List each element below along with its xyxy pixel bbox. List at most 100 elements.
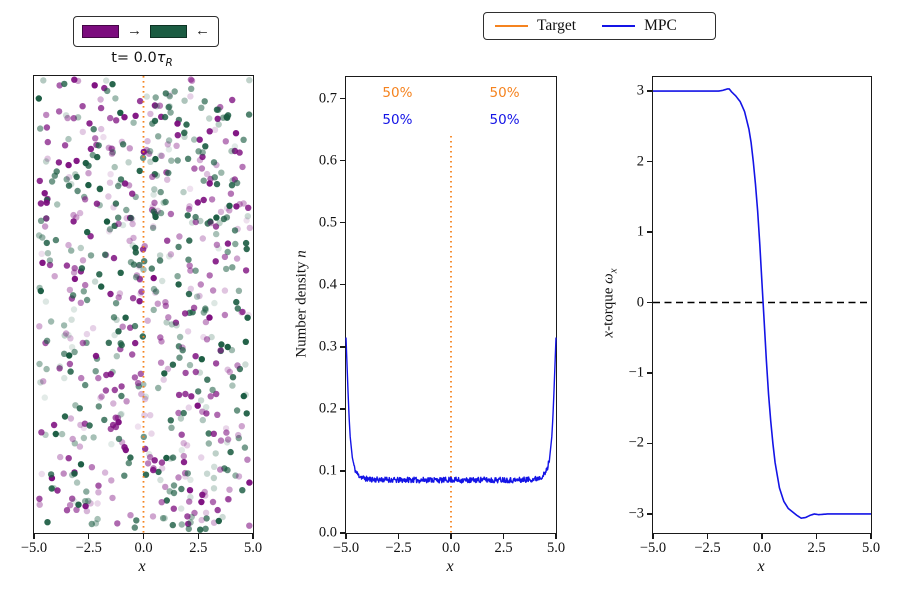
particle-dot <box>162 90 169 97</box>
particle-dot <box>151 199 158 206</box>
particle-dot <box>165 314 172 321</box>
particle-dot <box>183 442 191 449</box>
particle-dot <box>71 348 78 356</box>
particle-dot <box>61 374 68 382</box>
particle-dot <box>36 177 43 185</box>
particle-dot <box>207 393 214 400</box>
particle-dot <box>112 300 120 307</box>
y-tick-label: −1 <box>628 364 644 381</box>
particle-dot <box>129 190 136 197</box>
particle-dot <box>61 332 68 339</box>
particle-dot <box>147 412 154 419</box>
fifty-percent-annotation: 50% <box>382 84 413 101</box>
particle-dot <box>71 440 78 447</box>
particle-dot <box>110 400 117 407</box>
x-tick-label: −5.0 <box>20 540 48 556</box>
particle-dot <box>186 361 194 369</box>
particle-dot <box>168 424 175 431</box>
particle-dot <box>245 204 252 211</box>
particle-dot <box>186 487 194 494</box>
particle-dot <box>204 376 211 383</box>
particle-dot <box>197 397 205 404</box>
particle-dot <box>108 150 116 157</box>
particle-dot <box>225 496 232 503</box>
particle-dot <box>71 265 78 272</box>
particle-dot <box>100 133 107 141</box>
particle-dot <box>75 501 82 508</box>
particle-dot <box>70 115 77 122</box>
particle-dot <box>103 371 110 379</box>
particle-dot <box>170 489 178 497</box>
y-tick-label: 3 <box>636 82 644 99</box>
particle-dot <box>150 466 157 474</box>
particle-dot <box>226 202 233 209</box>
particle-dot <box>110 254 118 262</box>
scatter-title-sub: R <box>165 56 173 69</box>
particle-dot <box>108 441 115 448</box>
particle-dot <box>158 499 165 506</box>
particle-dot <box>147 110 154 118</box>
y-tick-label: 0.6 <box>318 152 337 169</box>
x-tick <box>88 533 90 539</box>
particle-dot <box>164 365 172 373</box>
particle-dot <box>42 298 50 305</box>
particle-dot <box>152 94 159 101</box>
particle-dot <box>142 393 149 400</box>
particle-dot <box>65 182 73 189</box>
particle-dot <box>112 414 119 421</box>
particle-dot <box>233 255 241 262</box>
particle-dot <box>79 257 87 264</box>
particle-dot <box>191 509 198 517</box>
particle-dot <box>37 200 45 207</box>
particle-dot <box>180 452 187 460</box>
y-tick <box>647 90 653 92</box>
y-tick-label: −2 <box>628 434 644 451</box>
particle-dot <box>43 124 51 131</box>
particle-dot <box>111 163 118 171</box>
particle-dot <box>71 470 78 477</box>
y-tick <box>647 301 653 304</box>
particle-dot <box>65 241 72 249</box>
particle-dot <box>121 444 128 451</box>
y-tick-label: 0.4 <box>318 276 337 293</box>
particle-dot <box>38 250 45 257</box>
particle-dot <box>177 415 185 422</box>
particle-dot <box>212 223 220 230</box>
particle-dot <box>187 93 194 100</box>
particle-dot <box>197 217 204 225</box>
particle-dot <box>56 363 64 370</box>
particle-dot <box>155 384 162 392</box>
particle-dot <box>109 421 117 429</box>
x-tick-label: −5.0 <box>639 540 667 556</box>
particle-dot <box>180 458 188 466</box>
particle-dot <box>235 287 243 294</box>
mpc-torque-curve <box>653 88 871 520</box>
particle-dot <box>144 138 151 145</box>
particle-dot <box>165 137 173 144</box>
particle-dot <box>184 212 191 219</box>
x-tick-label: 2.5 <box>189 540 208 556</box>
particle-dot <box>43 239 50 247</box>
particle-dot <box>174 273 181 280</box>
particle-dot <box>201 98 208 105</box>
particle-dot <box>156 257 164 264</box>
particle-dot <box>240 136 247 143</box>
particle-dot <box>233 203 240 210</box>
particle-dot <box>125 159 132 166</box>
particle-dot <box>157 476 164 484</box>
particle-dot <box>40 378 47 385</box>
particle-dot <box>95 482 102 489</box>
particle-dot <box>140 381 147 388</box>
particle-dot <box>69 435 76 443</box>
particle-dot <box>151 186 158 193</box>
particle-dot <box>236 365 244 373</box>
particle-dot <box>83 507 91 515</box>
particle-dot <box>80 288 87 295</box>
particle-dot <box>132 244 139 252</box>
particle-dot <box>154 207 161 214</box>
particle-dot <box>227 190 235 197</box>
fifty-percent-annotation: 50% <box>489 112 520 129</box>
particle-dot <box>95 374 102 382</box>
particle-dot <box>115 182 122 190</box>
particle-dot <box>126 237 133 244</box>
